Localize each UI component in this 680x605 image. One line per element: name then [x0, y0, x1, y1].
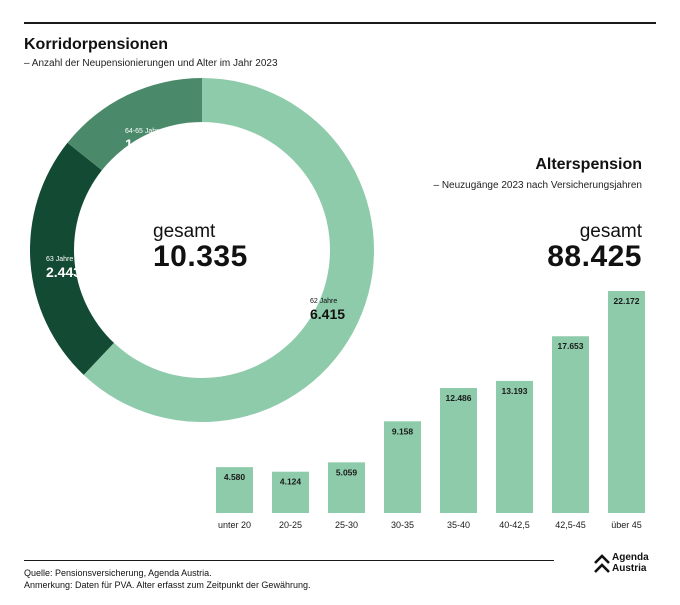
bar-20-25 — [272, 471, 309, 513]
bar-category-label: 35-40 — [447, 520, 470, 530]
bar-25-30 — [328, 462, 365, 513]
bar-35-40 — [440, 387, 477, 513]
bar-chart-subtitle: – Neuzugänge 2023 nach Versicherungsjahr… — [433, 180, 643, 191]
bar-value-label: 4.580 — [224, 472, 246, 482]
slice-value: 2.443 — [46, 264, 82, 280]
bar-value-label: 17.653 — [558, 341, 584, 351]
bar-category-label: über 45 — [611, 520, 642, 530]
bar-über 45 — [608, 291, 645, 513]
agenda-austria-logo: Agenda Austria — [594, 552, 664, 576]
donut-slice-63-jahre — [30, 142, 114, 375]
slice-label-63: 63 Jahre 2.443 — [46, 256, 81, 279]
bar-category-label: 25-30 — [335, 520, 358, 530]
logo-line-2: Austria — [612, 562, 647, 574]
slice-label-64-65: 64-65 Jahre 1.477 — [125, 128, 162, 151]
bar-category-label: 20-25 — [279, 520, 302, 530]
slice-category: 62 Jahre — [310, 298, 338, 305]
bar-unter 20 — [216, 467, 253, 513]
bar-total-value: 88.425 — [547, 240, 642, 273]
footer-notes: Quelle: Pensionsversicherung, Agenda Aus… — [24, 567, 310, 591]
bar-category-label: 42,5-45 — [555, 520, 586, 530]
donut-chart — [30, 78, 375, 423]
bar-category-label: unter 20 — [218, 520, 251, 530]
donut-slice-64-65-jahre — [67, 78, 203, 171]
bar-40-42,5 — [496, 380, 533, 513]
donut-total-value: 10.335 — [153, 240, 248, 273]
bar-chart-title: Alterspension — [535, 156, 642, 173]
note-text: Anmerkung: Daten für PVA. Alter erfasst … — [24, 580, 311, 591]
slice-value: 6.415 — [310, 306, 346, 322]
chart-title: Korridorpensionen — [24, 36, 169, 53]
donut-slice-62-jahre — [83, 78, 375, 423]
bar-value-label: 13.193 — [502, 386, 528, 396]
bar-value-label: 22.172 — [614, 296, 640, 306]
slice-label-62: 62 Jahre 6.415 — [310, 298, 345, 321]
bar-category-label: 30-35 — [391, 520, 414, 530]
footer-rule — [24, 560, 554, 561]
source-text: Quelle: Pensionsversicherung, Agenda Aus… — [24, 568, 212, 578]
donut-total-label: gesamt — [153, 221, 216, 242]
bar-value-label: 12.486 — [446, 393, 472, 403]
bar-value-label: 4.124 — [280, 477, 302, 487]
bar-30-35 — [384, 421, 421, 513]
top-rule — [24, 22, 656, 24]
bar-total-label: gesamt — [579, 221, 642, 242]
logo-chevron-icon — [594, 554, 610, 573]
slice-category: 64-65 Jahre — [125, 128, 163, 135]
bar-value-label: 9.158 — [392, 426, 414, 436]
chart-subtitle: – Anzahl der Neupensionierungen und Alte… — [24, 58, 278, 69]
bar-category-label: 40-42,5 — [499, 520, 530, 530]
slice-value: 1.477 — [125, 136, 161, 152]
logo-text: Agenda Austria — [612, 552, 649, 574]
bar-value-label: 5.059 — [336, 467, 358, 477]
bar-42,5-45 — [552, 336, 589, 513]
slice-category: 63 Jahre — [46, 256, 74, 263]
logo-line-1: Agenda — [612, 552, 649, 563]
bar-chart: 4.580 unter 20 4.124 20-25 5.059 25-30 9.158 30… — [216, 291, 645, 530]
